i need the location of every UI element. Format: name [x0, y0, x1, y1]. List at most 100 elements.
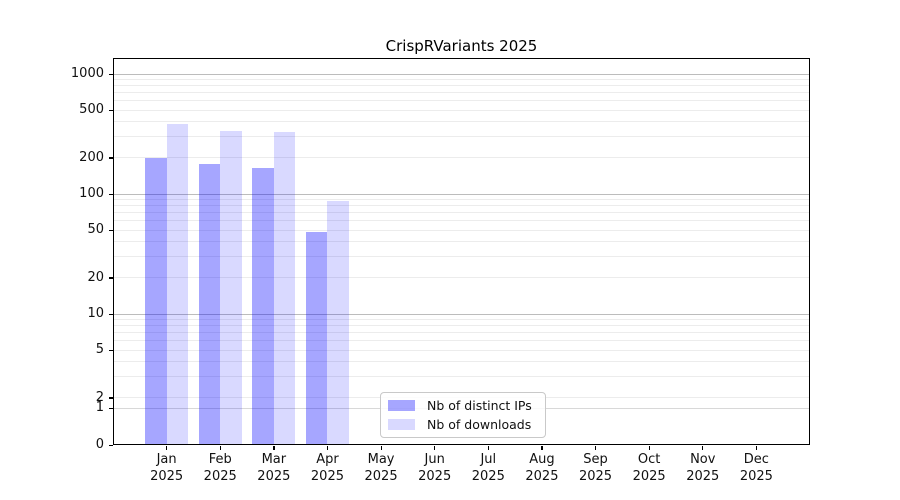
legend-label-distinct-ips: Nb of distinct IPs — [427, 397, 532, 413]
x-tick-year: 2025 — [203, 468, 237, 484]
gridline-minor — [114, 349, 809, 351]
y-tick-mark — [109, 109, 113, 111]
x-tick-year: 2025 — [525, 468, 559, 484]
x-tick-mark — [434, 446, 436, 450]
x-tick-label: Jun 2025 — [403, 452, 467, 485]
gridline-major — [114, 193, 809, 195]
x-tick-label: Aug 2025 — [510, 452, 574, 485]
y-tick-mark — [109, 73, 113, 75]
y-tick-label: 2 — [95, 389, 104, 405]
gridline-minor — [114, 78, 809, 80]
gridline-minor — [114, 121, 809, 123]
x-tick-year: 2025 — [418, 468, 452, 484]
bar-distinct-ips — [198, 163, 221, 445]
legend-item-distinct-ips: Nb of distinct IPs — [388, 398, 545, 413]
x-tick-year: 2025 — [150, 468, 184, 484]
y-tick-label: 20 — [87, 269, 104, 285]
y-tick-label: 1000 — [70, 66, 104, 81]
x-tick-mark — [380, 446, 382, 450]
gridline-minor — [114, 241, 809, 243]
x-tick-label: May 2025 — [349, 452, 413, 485]
gridline-minor — [114, 332, 809, 334]
x-tick-mark — [326, 446, 329, 450]
gridline-minor — [114, 229, 809, 231]
x-tick-mark — [541, 446, 543, 450]
x-tick-label: Oct 2025 — [617, 452, 681, 485]
bar-downloads — [220, 130, 242, 445]
x-tick-mark — [755, 446, 758, 450]
y-tick-mark — [109, 397, 113, 399]
gridline-minor — [114, 92, 809, 94]
x-tick-mark — [273, 446, 275, 450]
x-tick-mark — [595, 446, 597, 450]
y-tick-mark — [109, 229, 113, 231]
y-tick-label: 50 — [87, 222, 104, 238]
y-tick-mark — [109, 407, 113, 409]
x-tick-year: 2025 — [471, 468, 505, 484]
x-tick-mark — [702, 446, 704, 450]
gridline-minor — [114, 318, 809, 320]
x-tick-year: 2025 — [257, 468, 291, 484]
y-tick-label: 100 — [79, 186, 104, 201]
x-tick-label: Nov 2025 — [671, 452, 735, 485]
x-tick-year: 2025 — [578, 468, 613, 484]
y-tick-mark — [109, 157, 113, 159]
y-tick-label: 500 — [79, 102, 104, 118]
y-tick-mark — [109, 277, 113, 279]
bar-distinct-ips — [252, 167, 274, 445]
x-tick-label: Dec 2025 — [724, 452, 788, 485]
x-tick-label: Sep 2025 — [564, 452, 628, 485]
gridline-minor — [114, 109, 809, 111]
bar-distinct-ips — [305, 232, 328, 445]
gridline-minor — [114, 136, 809, 138]
x-tick-label: Feb 2025 — [188, 452, 252, 485]
gridline-minor — [114, 100, 809, 102]
gridline-minor — [114, 361, 809, 363]
x-tick-mark — [648, 446, 650, 450]
x-tick-mark — [487, 446, 489, 450]
y-tick-mark — [109, 444, 113, 446]
x-tick-year: 2025 — [364, 468, 398, 484]
x-tick-label: Apr 2025 — [295, 452, 359, 485]
y-tick-label: 0 — [95, 437, 104, 452]
gridline-minor — [114, 212, 809, 214]
gridline-minor — [114, 198, 809, 200]
bar-downloads — [327, 200, 349, 445]
x-tick-label: Mar 2025 — [242, 452, 306, 485]
y-tick-label: 5 — [95, 342, 104, 358]
gridline-minor — [114, 325, 809, 327]
gridline-minor — [114, 85, 809, 87]
gridline-major — [114, 73, 809, 75]
legend-item-downloads: Nb of downloads — [388, 417, 545, 432]
x-tick-label: Jul 2025 — [456, 452, 520, 485]
x-tick-mark — [166, 446, 168, 450]
gridline-major — [114, 313, 809, 315]
chart-title: CrispRVariants 2025 — [385, 37, 538, 55]
legend-swatch-downloads — [388, 419, 415, 431]
gridline-minor — [114, 256, 809, 258]
bar-downloads — [273, 132, 296, 445]
y-tick-mark — [109, 193, 113, 195]
legend-swatch-distinct-ips — [388, 399, 415, 411]
bar-downloads — [166, 124, 189, 445]
y-tick-mark — [109, 313, 113, 315]
bar-distinct-ips — [145, 157, 167, 445]
y-tick-label: 200 — [79, 149, 104, 165]
gridline-minor — [114, 220, 809, 222]
gridline-minor — [114, 376, 809, 378]
legend-label-downloads: Nb of downloads — [427, 417, 532, 433]
x-tick-year: 2025 — [739, 468, 773, 484]
y-tick-mark — [109, 349, 113, 351]
y-tick-label: 1 — [95, 400, 104, 415]
plot-frame — [113, 58, 810, 445]
gridline-minor — [114, 340, 809, 342]
gridline-minor — [114, 157, 809, 159]
legend: Nb of distinct IPs Nb of downloads — [380, 392, 546, 438]
x-tick-label: Jan 2025 — [135, 452, 199, 485]
y-tick-label: 10 — [87, 306, 104, 321]
gridline-minor — [114, 205, 809, 207]
x-tick-year: 2025 — [310, 468, 344, 484]
gridline-minor — [114, 277, 809, 279]
x-tick-year: 2025 — [686, 468, 720, 484]
